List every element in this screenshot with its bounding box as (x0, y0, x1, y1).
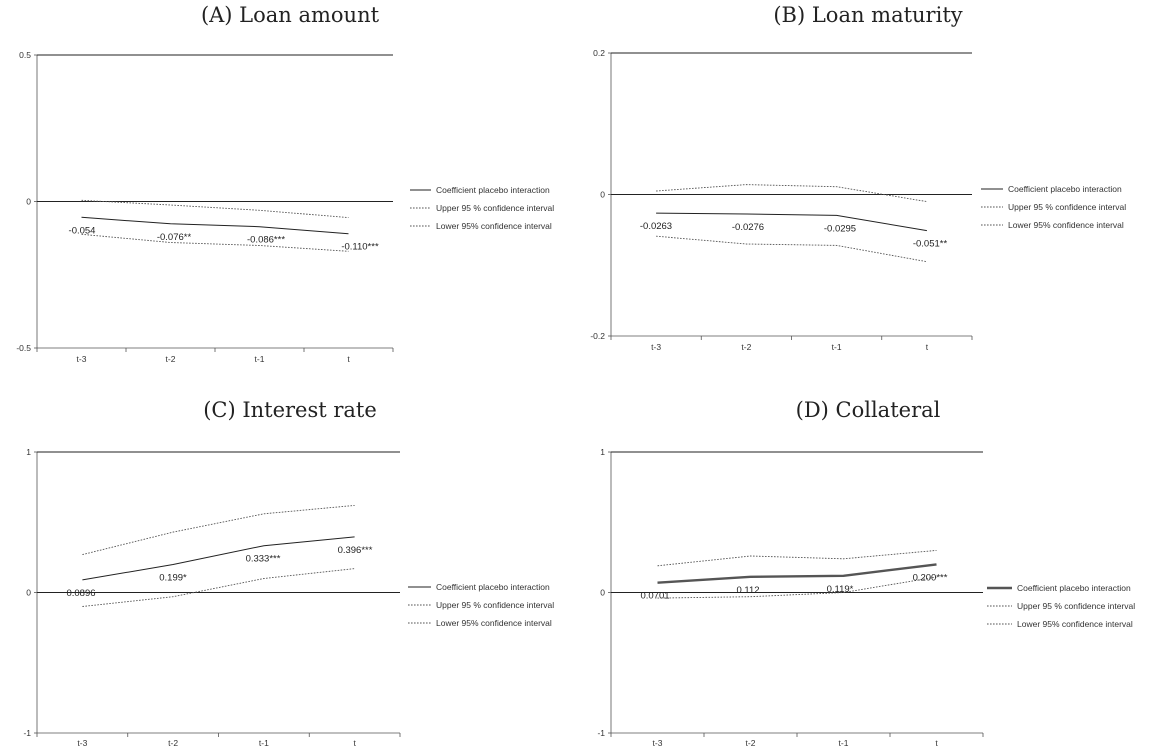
panel-c-legend-label: Lower 95% confidence interval (436, 618, 552, 628)
panel-b-ytick-label: -0.2 (590, 331, 605, 341)
panel-c-data-label: 0.0896 (66, 588, 95, 599)
panel-d-ytick-label: 1 (600, 447, 605, 457)
panel-d-legend-label: Upper 95 % confidence interval (1017, 601, 1135, 611)
panel-c-legend-label: Coefficient placebo interaction (436, 582, 550, 592)
panel-d-ytick-label: -1 (597, 728, 605, 738)
panel-a-legend-label: Coefficient placebo interaction (436, 185, 550, 195)
panel-b-legend-label: Coefficient placebo interaction (1008, 184, 1122, 194)
panel-b-xtick-label: t-3 (651, 342, 661, 352)
panel-a-xtick-label: t (347, 354, 350, 364)
panel-c-xtick-label: t-1 (259, 738, 269, 748)
panel-d-data-label: 0.112 (736, 585, 759, 596)
panel-d-ytick-label: 0 (600, 588, 605, 598)
panel-c-xtick-label: t (353, 738, 356, 748)
panel-b-xtick-label: t-1 (832, 342, 842, 352)
panel-d-xtick-label: t-3 (653, 738, 663, 748)
panel-b-series-line-2 (656, 184, 927, 203)
panel-b-data-label: -0.0276 (732, 222, 764, 233)
panel-d-title: (D) Collateral (796, 398, 941, 422)
panel-a-series-line-2 (81, 199, 349, 219)
panel-a-ytick-label: -0.5 (16, 343, 31, 353)
panel-b-series-line-1 (656, 212, 927, 232)
panel-d-legend-label: Lower 95% confidence interval (1017, 619, 1133, 629)
panel-d-series-line-2 (657, 549, 937, 567)
panel-c-ytick-label: 0 (26, 588, 31, 598)
panel-a-data-label: -0.054 (69, 225, 96, 236)
panel-a-ytick-label: 0 (26, 197, 31, 207)
panel-b-xtick-label: t (926, 342, 929, 352)
panel-d-series-line-1 (657, 563, 937, 584)
panel-c-legend-label: Upper 95 % confidence interval (436, 600, 554, 610)
panel-a-data-label: -0.110*** (341, 242, 379, 253)
panel-a-xtick-label: t-2 (166, 354, 176, 364)
panel-b-data-label: -0.0263 (640, 221, 672, 232)
panel-a-title: (A) Loan amount (201, 3, 380, 27)
panel-b-xtick-label: t-2 (741, 342, 751, 352)
panel-c-data-label: 0.396*** (338, 545, 373, 556)
panel-c-xtick-label: t-2 (168, 738, 178, 748)
panel-d-series-line-3 (657, 576, 937, 599)
panel-a-data-label: -0.086*** (247, 235, 285, 246)
panel-a-xtick-label: t-1 (255, 354, 265, 364)
panel-c-title: (C) Interest rate (203, 398, 377, 422)
panel-b-data-label: -0.0295 (824, 223, 856, 234)
panel-b-title: (B) Loan maturity (773, 3, 962, 27)
panel-c-ytick-label: 1 (26, 447, 31, 457)
panel-c-xtick-label: t-3 (77, 738, 87, 748)
panel-d-xtick-label: t-1 (839, 738, 849, 748)
panel-c: (C) Interest rate 1 0 -1 t-3 t-2 t-1 t 0.0896 0.1… (23, 398, 554, 748)
panel-a-legend-label: Lower 95% confidence interval (436, 221, 552, 231)
panel-d-legend-label: Coefficient placebo interaction (1017, 583, 1131, 593)
panel-d: (D) Collateral 1 0 -1 t-3 t-2 t-1 t 0.0701 0.112 0… (597, 398, 1135, 748)
panel-c-ytick-label: -1 (23, 728, 31, 738)
panel-a-data-label: -0.076** (157, 232, 192, 243)
panel-b: (B) Loan maturity 0.2 0 -0.2 t-3 t-2 t-1 t -0.02… (590, 3, 1126, 352)
panel-a: (A) Loan amount 0.5 0 -0.5 t-3 t-2 t-1 t -0.054 -… (16, 3, 554, 364)
panel-d-data-label: 0.200*** (913, 572, 948, 583)
panel-a-series-line-3 (81, 233, 349, 252)
panel-b-data-label: -0.051** (913, 239, 948, 250)
panel-d-xtick-label: t (935, 738, 938, 748)
panel-c-data-label: 0.333*** (246, 554, 281, 565)
panel-b-legend-label: Lower 95% confidence interval (1008, 220, 1124, 230)
panel-a-series-line-1 (81, 216, 349, 235)
panel-a-legend-label: Upper 95 % confidence interval (436, 203, 554, 213)
panel-d-data-label: 0.0701 (640, 591, 669, 602)
panel-c-series-line-3 (82, 568, 355, 607)
panel-b-legend-label: Upper 95 % confidence interval (1008, 202, 1126, 212)
panel-a-xtick-label: t-3 (77, 354, 87, 364)
panel-d-xtick-label: t-2 (746, 738, 756, 748)
panel-b-ytick-label: 0 (600, 190, 605, 200)
panel-c-data-label: 0.199* (159, 573, 187, 584)
panel-c-series-line-2 (82, 504, 355, 556)
panel-c-series-line-1 (82, 536, 355, 581)
panel-b-series-line-3 (656, 235, 927, 263)
panel-a-ytick-label: 0.5 (19, 50, 31, 60)
panel-b-ytick-label: 0.2 (593, 48, 605, 58)
panel-d-data-label: 0.119* (827, 584, 854, 595)
